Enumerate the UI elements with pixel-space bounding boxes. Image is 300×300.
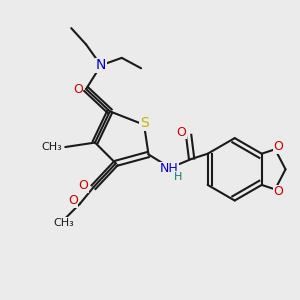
Text: O: O [176,126,186,139]
Text: O: O [68,194,78,207]
Text: O: O [78,179,88,192]
Text: O: O [274,185,284,198]
Text: S: S [140,116,148,130]
Text: CH₃: CH₃ [53,218,74,228]
Text: O: O [274,140,284,153]
Text: O: O [73,82,83,96]
Text: NH: NH [160,162,179,175]
Text: H: H [174,172,182,182]
Text: CH₃: CH₃ [42,142,62,152]
Text: N: N [96,58,106,72]
